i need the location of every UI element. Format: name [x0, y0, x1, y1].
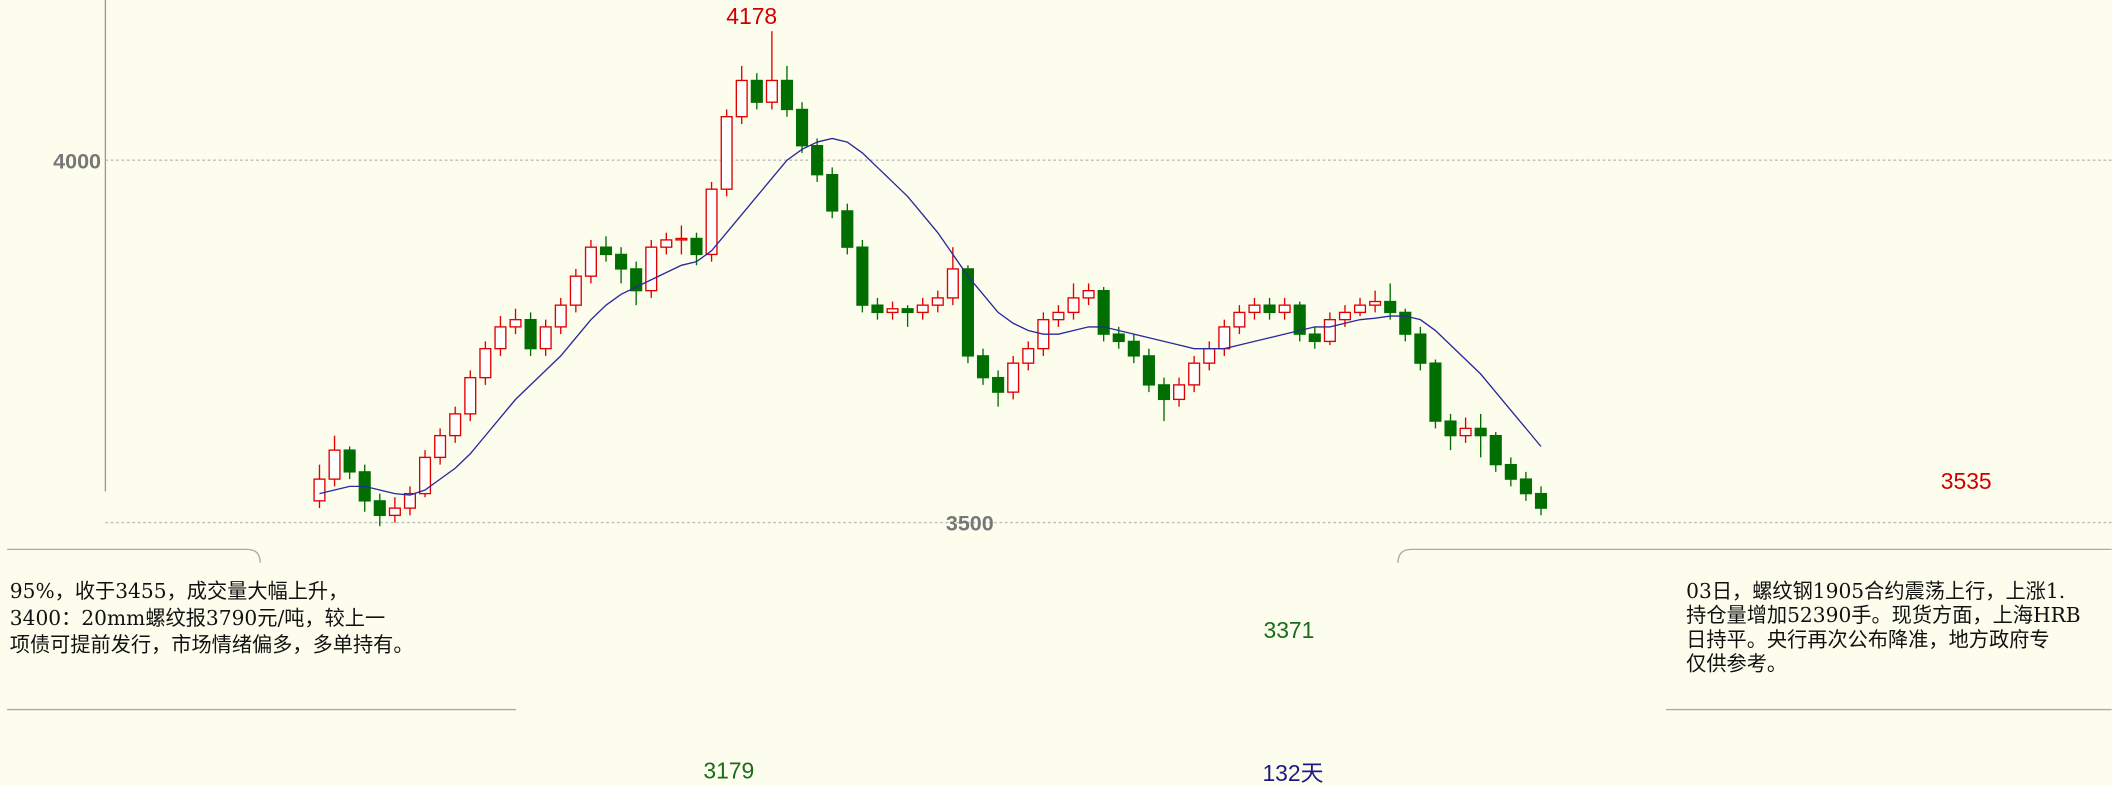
chart: 3500 4000 4178 3179 3535 3371 132天 95%，收于…: [0, 0, 2112, 785]
candle-body: [555, 305, 566, 327]
candle-body: [676, 238, 687, 239]
candle-body: [902, 309, 913, 313]
candle-body: [480, 349, 491, 378]
candle-body: [570, 276, 581, 305]
candle-body: [344, 450, 355, 472]
candle-body: [812, 146, 823, 175]
candle-body: [736, 80, 747, 116]
candle-body: [1219, 327, 1230, 349]
candle-body: [947, 269, 958, 298]
candle-body: [435, 436, 446, 458]
candle-body: [917, 305, 928, 312]
candle-body: [1234, 312, 1245, 326]
left-note-line: 95%，收于3455，成交量大幅上升，: [10, 579, 349, 603]
candle-body: [1370, 302, 1381, 306]
candle-body: [978, 356, 989, 378]
candle-body: [495, 327, 506, 349]
right-note-line: 仅供参考。: [1686, 652, 1787, 676]
candle-body: [767, 80, 778, 102]
right-note-line: 03日，螺纹钢1905合约震荡上行，上涨1.: [1686, 579, 2065, 603]
candle-body: [601, 247, 612, 254]
candle-body: [1068, 298, 1079, 312]
candle-body: [963, 269, 974, 356]
candle-body: [450, 414, 461, 436]
right-note-line: 持仓量增加52390手。现货方面，上海HRB: [1686, 603, 2080, 627]
candle-body: [510, 320, 521, 327]
candle-body: [691, 238, 702, 254]
candle-body: [1415, 334, 1426, 363]
mid-label: 3371: [1263, 617, 1314, 643]
candle-body: [797, 109, 808, 145]
high-label: 4178: [726, 3, 777, 29]
candle-body: [1521, 479, 1532, 493]
candle-body: [465, 378, 476, 414]
candle-body: [1008, 363, 1019, 392]
candle-body: [1536, 494, 1547, 508]
candle-body: [1144, 356, 1155, 385]
candle-body: [646, 247, 657, 290]
candle-body: [721, 117, 732, 189]
candle-body: [1083, 291, 1094, 298]
candle-body: [1445, 421, 1456, 435]
candle-body: [1053, 312, 1064, 319]
candle-body: [1264, 305, 1275, 312]
right-note-line: 日持平。央行再次公布降准，地方政府专: [1686, 627, 2049, 651]
candle-body: [1324, 320, 1335, 342]
candle-body: [857, 247, 868, 305]
y-tick-label: 3500: [946, 512, 994, 536]
right-label: 3535: [1941, 468, 1992, 494]
candle-body: [1430, 363, 1441, 421]
candle-body: [1159, 385, 1170, 399]
candle-body: [525, 320, 536, 349]
candle-body: [374, 501, 385, 515]
candle-body: [1174, 385, 1185, 399]
candle-body: [827, 175, 838, 211]
candle-body: [1475, 428, 1486, 435]
candle-body: [1128, 341, 1139, 355]
candle-body: [1460, 428, 1471, 435]
candle-body: [842, 211, 853, 247]
candle-body: [1249, 305, 1260, 312]
candle-body: [1490, 436, 1501, 465]
candle-body: [872, 305, 883, 312]
candle-body: [540, 327, 551, 349]
days-label: 132天: [1262, 760, 1323, 785]
candle-body: [314, 479, 325, 501]
candle-body: [329, 450, 340, 479]
candle-body: [1505, 465, 1516, 479]
candle-body: [932, 298, 943, 305]
candle-body: [586, 247, 597, 276]
left-note-line: 项债可提前发行，市场情绪偏多，多单持有。: [10, 633, 414, 657]
candle-body: [751, 80, 762, 102]
y-tick-label: 4000: [53, 149, 101, 173]
candle-body: [1113, 334, 1124, 341]
candle-body: [1385, 302, 1396, 313]
low-label: 3179: [703, 757, 754, 783]
candle-body: [887, 309, 898, 313]
candle-body: [1309, 334, 1320, 341]
candle-body: [1279, 305, 1290, 312]
candle-body: [661, 240, 672, 247]
notes: 95%，收于3455，成交量大幅上升， 3400：20mm螺纹报3790元/吨，较…: [10, 579, 2081, 676]
candle-body: [1023, 349, 1034, 363]
candle-body: [1340, 312, 1351, 319]
candle-body: [389, 508, 400, 515]
plot-area: 3500 4000: [53, 31, 2111, 536]
candle-body: [782, 80, 793, 109]
candle-body: [993, 378, 1004, 392]
candle-body: [420, 457, 431, 493]
left-note-line: 3400：20mm螺纹报3790元/吨，较上一: [10, 606, 385, 630]
candle-body: [1355, 305, 1366, 312]
candle-body: [1189, 363, 1200, 385]
candle-body: [706, 189, 717, 254]
candle-body: [1204, 349, 1215, 363]
candle-body: [616, 254, 627, 268]
candle-body: [405, 494, 416, 508]
moving-average: [319, 138, 1541, 495]
page: {"chart_data": {"type": "candlestick", "…: [0, 0, 2112, 785]
